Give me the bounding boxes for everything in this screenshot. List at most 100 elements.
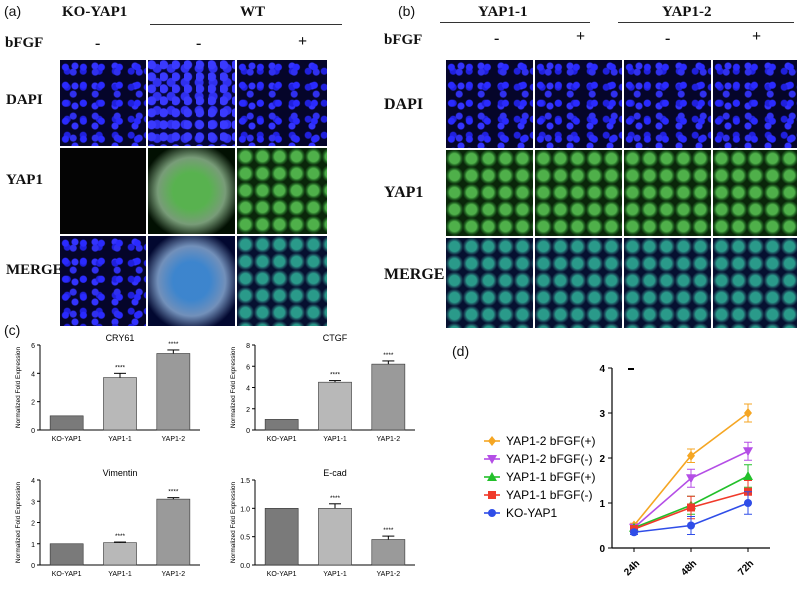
significance-label: **** — [168, 341, 179, 348]
bar — [264, 419, 299, 431]
x-tick-label: YAP1-1 — [108, 436, 132, 443]
data-point — [487, 472, 497, 481]
y-tick-label: 6 — [31, 343, 35, 350]
micrograph-b-dapi-3 — [624, 60, 711, 148]
bar — [156, 353, 191, 431]
row-label-a-yap1: YAP1 — [6, 172, 43, 188]
micrograph-b-yap1-1 — [446, 150, 533, 236]
bar — [264, 508, 299, 566]
bfgf-value-b-1: - — [494, 30, 500, 47]
y-axis-label: Normalized Fold Expression — [15, 346, 22, 428]
bfgf-value-a-3: + — [298, 33, 308, 50]
y-axis-label: Normalized Fold Expression — [230, 481, 237, 563]
bfgf-value-b-2: + — [576, 28, 586, 45]
significance-label: **** — [115, 533, 126, 540]
y-tick-label: 8 — [246, 343, 250, 350]
legend-label: YAP1-1 bFGF(+) — [506, 470, 595, 484]
header-yap1-2: YAP1-2 — [662, 4, 712, 20]
y-tick-label: 1.5 — [240, 478, 250, 485]
micrograph-a-merge-ko — [60, 236, 146, 326]
series-line — [630, 491, 752, 537]
bar — [49, 415, 84, 431]
bfgf-value-a-1: - — [95, 35, 101, 52]
row-label-a-merge: MERGE — [6, 262, 63, 278]
x-tick-label: KO-YAP1 — [52, 436, 82, 443]
y-tick-label: 3 — [599, 409, 605, 420]
header-yap1-1: YAP1-1 — [478, 4, 528, 20]
x-tick-label: KO-YAP1 — [267, 571, 297, 578]
yap1-2-underline — [618, 22, 794, 23]
row-label-b-yap1: YAP1 — [384, 184, 424, 201]
micrograph-b-dapi-1 — [446, 60, 533, 148]
y-tick-label: 1 — [31, 542, 35, 549]
y-tick-label: 2 — [31, 400, 35, 407]
y-tick-label: 6 — [246, 364, 250, 371]
micrograph-a-merge-wt-plus — [237, 236, 327, 326]
data-point — [687, 503, 695, 512]
y-tick-label: 4 — [246, 386, 250, 393]
data-point — [488, 509, 496, 517]
micrograph-a-yap1-wt-minus — [148, 148, 235, 234]
micrograph-a-dapi-wt-plus — [237, 60, 327, 146]
x-tick-label: YAP1-2 — [377, 436, 401, 443]
micrograph-a-dapi-wt-minus — [148, 60, 235, 146]
significance-label: **** — [330, 372, 341, 379]
chart-title: CTGF — [323, 333, 348, 343]
micrograph-b-merge-2 — [535, 238, 622, 328]
significance-label: **** — [383, 352, 394, 359]
bfgf-label-a: bFGF — [5, 35, 44, 51]
y-tick-label: 2 — [599, 454, 605, 465]
x-tick-label: YAP1-2 — [377, 571, 401, 578]
bar — [371, 539, 406, 566]
y-axis-label: Normalized Fold Expression — [15, 481, 22, 563]
data-point — [488, 491, 496, 499]
x-tick-label: KO-YAP1 — [267, 436, 297, 443]
bfgf-value-a-2: - — [196, 35, 202, 52]
x-tick-label: 24h — [622, 558, 642, 578]
bar-chart-vimentin: Vimentin 0 1 2 3 4 Normalized Fold Expression K… — [15, 468, 200, 578]
significance-label: **** — [168, 489, 179, 496]
y-tick-label: 4 — [599, 364, 605, 375]
micrograph-b-dapi-2 — [535, 60, 622, 148]
x-tick-label: YAP1-2 — [162, 571, 186, 578]
row-label-b-merge: MERGE — [384, 266, 445, 283]
legend-label: KO-YAP1 — [506, 506, 557, 520]
data-point — [743, 471, 753, 480]
bar — [103, 542, 137, 566]
x-tick-label: YAP1-1 — [323, 436, 347, 443]
y-tick-label: 0 — [31, 428, 35, 435]
panel-a-label: (a) — [4, 3, 22, 19]
micrograph-b-yap1-4 — [713, 150, 797, 236]
data-point — [744, 499, 752, 507]
y-tick-label: 2 — [31, 521, 35, 528]
y-axis-label: Normalized Fold Expression — [230, 346, 237, 428]
y-tick-label: 0.0 — [240, 563, 250, 570]
y-tick-label: 0 — [599, 544, 605, 555]
row-label-a-dapi: DAPI — [6, 92, 43, 108]
micrograph-b-merge-3 — [624, 238, 711, 328]
legend-label: YAP1-1 bFGF(-) — [506, 488, 592, 502]
data-point — [630, 528, 638, 537]
chart-title: Vimentin — [103, 468, 138, 478]
x-tick-label: YAP1-2 — [162, 436, 186, 443]
chart-title: E-cad — [323, 468, 347, 478]
yap1-1-underline — [440, 22, 590, 23]
x-tick-label: YAP1-1 — [108, 571, 132, 578]
data-point — [687, 450, 695, 461]
micrograph-a-merge-wt-minus — [148, 236, 235, 326]
bar — [318, 508, 352, 566]
bfgf-value-b-3: - — [665, 30, 671, 47]
micrograph-b-merge-4 — [713, 238, 797, 328]
y-tick-label: 0 — [246, 428, 250, 435]
data-point — [686, 474, 696, 484]
data-point — [687, 521, 695, 530]
micrograph-a-yap1-ko — [60, 148, 146, 234]
line-chart-proliferation: 0 1 2 3 4 24h 48h 72h YAP1-2 bFGF(+) YAP1-2 bFGF(… — [484, 364, 770, 578]
legend-label: YAP1-2 bFGF(-) — [506, 452, 592, 466]
x-tick-label: KO-YAP1 — [52, 571, 82, 578]
micrograph-a-dapi-ko — [60, 60, 146, 146]
bar-chart-cry61: CRY61 0 2 4 6 Normalized Fold Expression KO-YA… — [15, 333, 200, 443]
x-tick-label: 48h — [679, 558, 699, 578]
bar — [318, 381, 352, 431]
